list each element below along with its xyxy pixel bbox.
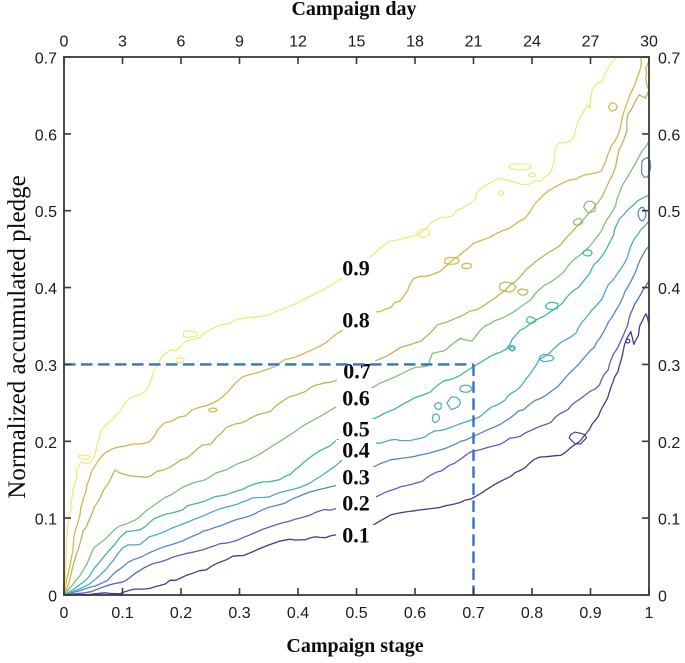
svg-text:0.7: 0.7 <box>462 605 484 622</box>
svg-text:0.3: 0.3 <box>658 358 680 375</box>
svg-text:0.5: 0.5 <box>658 204 680 221</box>
svg-text:0.7: 0.7 <box>343 359 371 384</box>
svg-text:0.3: 0.3 <box>342 465 370 490</box>
svg-text:15: 15 <box>348 34 366 51</box>
svg-text:0.1: 0.1 <box>35 512 57 529</box>
svg-text:0.5: 0.5 <box>35 204 57 221</box>
svg-text:0.4: 0.4 <box>658 281 680 298</box>
svg-text:0.1: 0.1 <box>111 605 133 622</box>
svg-text:0.1: 0.1 <box>658 512 680 529</box>
svg-text:Campaign day: Campaign day <box>291 0 416 20</box>
svg-text:0.6: 0.6 <box>35 127 57 144</box>
svg-text:0: 0 <box>658 589 667 606</box>
svg-text:0: 0 <box>48 589 57 606</box>
svg-text:0.1: 0.1 <box>342 523 370 548</box>
svg-text:0.2: 0.2 <box>342 491 370 516</box>
svg-text:30: 30 <box>640 34 658 51</box>
svg-text:0.2: 0.2 <box>35 435 57 452</box>
svg-text:Normalized accumulated pledge: Normalized accumulated pledge <box>4 175 31 498</box>
svg-text:21: 21 <box>465 34 483 51</box>
svg-text:0.6: 0.6 <box>404 605 426 622</box>
svg-text:0.4: 0.4 <box>35 281 57 298</box>
svg-text:0.3: 0.3 <box>35 358 57 375</box>
svg-text:9: 9 <box>235 34 244 51</box>
svg-text:0.2: 0.2 <box>658 435 680 452</box>
svg-text:3: 3 <box>118 34 127 51</box>
svg-text:18: 18 <box>406 34 424 51</box>
svg-text:6: 6 <box>177 34 186 51</box>
svg-text:1: 1 <box>645 605 654 622</box>
svg-text:0.9: 0.9 <box>579 605 601 622</box>
svg-text:0.2: 0.2 <box>170 605 192 622</box>
svg-text:0.5: 0.5 <box>345 605 367 622</box>
svg-text:12: 12 <box>289 34 307 51</box>
svg-text:0.6: 0.6 <box>342 386 370 411</box>
svg-text:0.8: 0.8 <box>342 308 370 333</box>
svg-text:0.9: 0.9 <box>342 256 370 281</box>
svg-text:Campaign stage: Campaign stage <box>286 635 423 657</box>
svg-text:0.7: 0.7 <box>35 51 57 68</box>
svg-text:0.5: 0.5 <box>342 417 370 442</box>
svg-text:0.4: 0.4 <box>287 605 309 622</box>
svg-text:0.4: 0.4 <box>342 438 370 463</box>
svg-text:0.7: 0.7 <box>658 51 680 68</box>
svg-text:27: 27 <box>582 34 600 51</box>
svg-text:0.6: 0.6 <box>658 127 680 144</box>
svg-text:0.8: 0.8 <box>521 605 543 622</box>
svg-text:0: 0 <box>60 34 69 51</box>
svg-text:0.3: 0.3 <box>228 605 250 622</box>
svg-text:0: 0 <box>60 605 69 622</box>
svg-text:24: 24 <box>523 34 541 51</box>
